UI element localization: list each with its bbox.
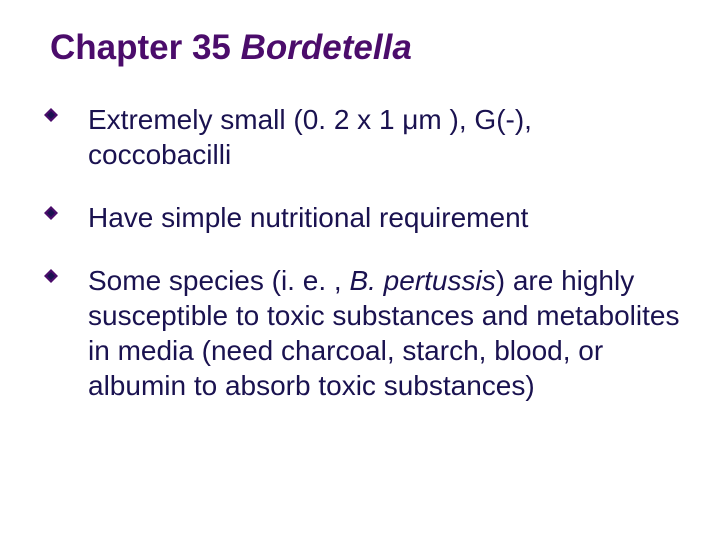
diamond-bullet-icon — [44, 206, 58, 220]
title-italic: Bordetella — [241, 28, 412, 67]
bullet-list: Extremely small (0. 2 x 1 μm ), G(-), co… — [40, 102, 680, 403]
diamond-bullet-icon — [44, 269, 58, 283]
title-prefix: Chapter 35 — [50, 28, 241, 67]
diamond-bullet-icon — [44, 108, 58, 122]
bullet-text: Some species (i. e. , B. pertussis) are … — [88, 265, 679, 401]
slide-title: Chapter 35 Bordetella — [50, 28, 680, 68]
bullet-text: Have simple nutritional requirement — [88, 202, 528, 233]
bullet-item: Extremely small (0. 2 x 1 μm ), G(-), co… — [40, 102, 680, 172]
bullet-item: Some species (i. e. , B. pertussis) are … — [40, 263, 680, 403]
bullet-item: Have simple nutritional requirement — [40, 200, 680, 235]
bullet-text: Extremely small (0. 2 x 1 μm ), G(-), co… — [88, 104, 532, 170]
